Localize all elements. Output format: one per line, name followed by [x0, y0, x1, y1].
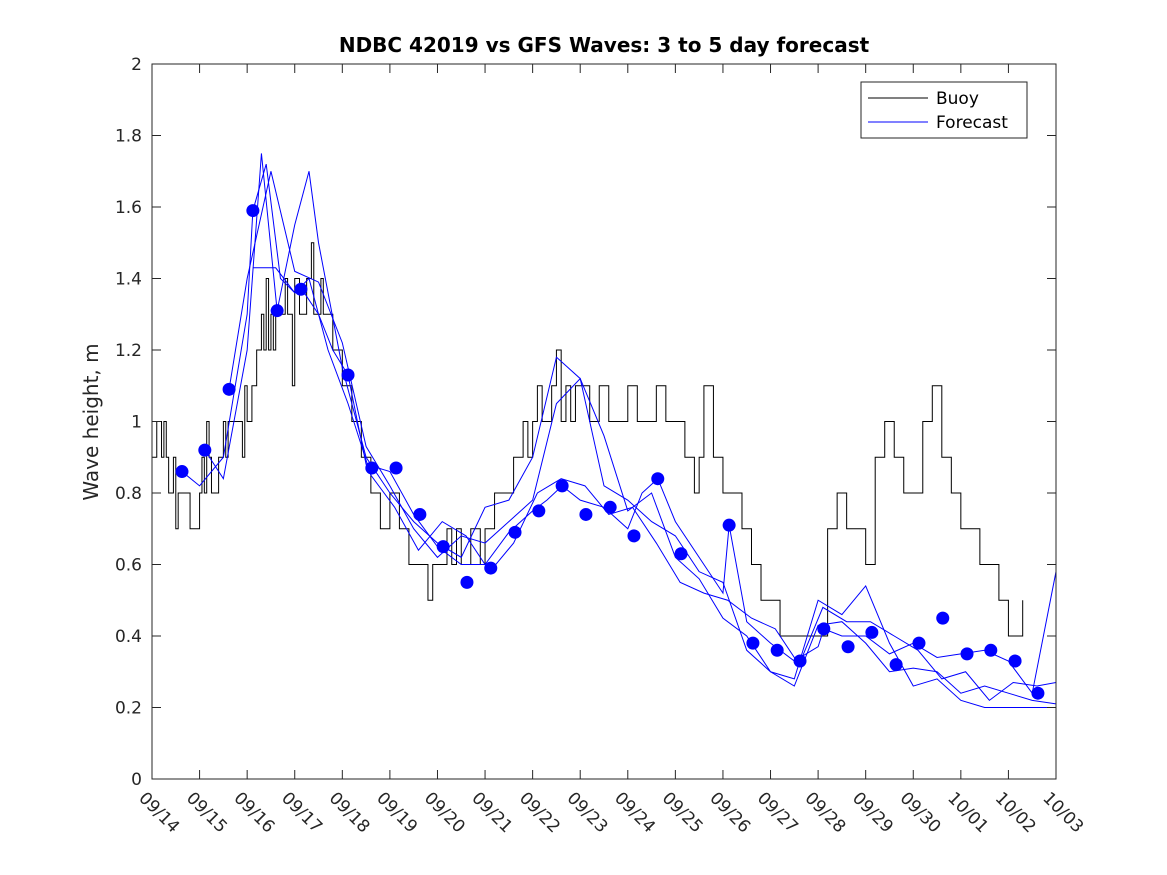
y-tick-label: 0.8 — [115, 484, 142, 504]
forecast-point — [413, 507, 427, 521]
forecast-point — [1031, 686, 1045, 700]
forecast-point — [436, 540, 450, 554]
forecast-point — [532, 504, 546, 518]
forecast-point — [1008, 654, 1022, 668]
legend: Buoy Forecast — [860, 81, 1028, 139]
forecast-point — [389, 461, 403, 475]
forecast-line-2 — [204, 153, 1056, 705]
y-tick-label: 1.4 — [115, 270, 142, 290]
forecast-point — [793, 654, 807, 668]
y-tick-label: 2 — [131, 55, 142, 75]
buoy-line — [152, 242, 1024, 637]
plot-area — [152, 64, 1056, 779]
legend-box — [860, 81, 1028, 139]
y-tick-label: 0.4 — [115, 627, 142, 647]
forecast-point — [817, 622, 831, 636]
y-axis-label: Wave height, m — [79, 343, 103, 500]
forecast-point — [579, 507, 593, 521]
forecast-point — [960, 647, 974, 661]
forecast-point — [651, 472, 665, 486]
forecast-point — [508, 525, 522, 539]
y-tick-label: 0.6 — [115, 556, 142, 576]
legend-label-forecast: Forecast — [936, 113, 1008, 133]
legend-label-buoy: Buoy — [936, 89, 979, 109]
forecast-point — [936, 611, 950, 625]
forecast-point — [865, 625, 879, 639]
y-tick-label: 0.2 — [115, 699, 142, 719]
forecast-point — [603, 500, 617, 514]
series-layer — [152, 153, 1056, 708]
forecast-point — [912, 636, 926, 650]
y-tick-label: 1 — [131, 413, 142, 433]
forecast-line-4 — [252, 267, 1056, 702]
chart-title: NDBC 42019 vs GFS Waves: 3 to 5 day fore… — [339, 33, 870, 57]
y-tick-label: 0 — [131, 770, 142, 790]
forecast-point — [746, 636, 760, 650]
forecast-point — [627, 529, 641, 543]
forecast-point — [889, 658, 903, 672]
forecast-point — [270, 304, 284, 318]
forecast-line-3 — [228, 171, 1056, 708]
forecast-point — [198, 443, 212, 457]
forecast-point — [460, 575, 474, 589]
forecast-point — [294, 282, 308, 296]
forecast-point — [246, 204, 260, 218]
forecast-point — [555, 479, 569, 493]
forecast-point — [841, 640, 855, 654]
forecast-point — [674, 547, 688, 561]
forecast-point — [984, 643, 998, 657]
y-tick-label: 1.2 — [115, 341, 142, 361]
forecast-point — [222, 382, 236, 396]
forecast-point — [365, 461, 379, 475]
forecast-point — [770, 643, 784, 657]
forecast-point — [722, 518, 736, 532]
y-tick-label: 1.6 — [115, 198, 142, 218]
y-tick-label: 1.8 — [115, 127, 142, 147]
forecast-point — [484, 561, 498, 575]
forecast-point — [175, 465, 189, 479]
forecast-point — [341, 368, 355, 382]
